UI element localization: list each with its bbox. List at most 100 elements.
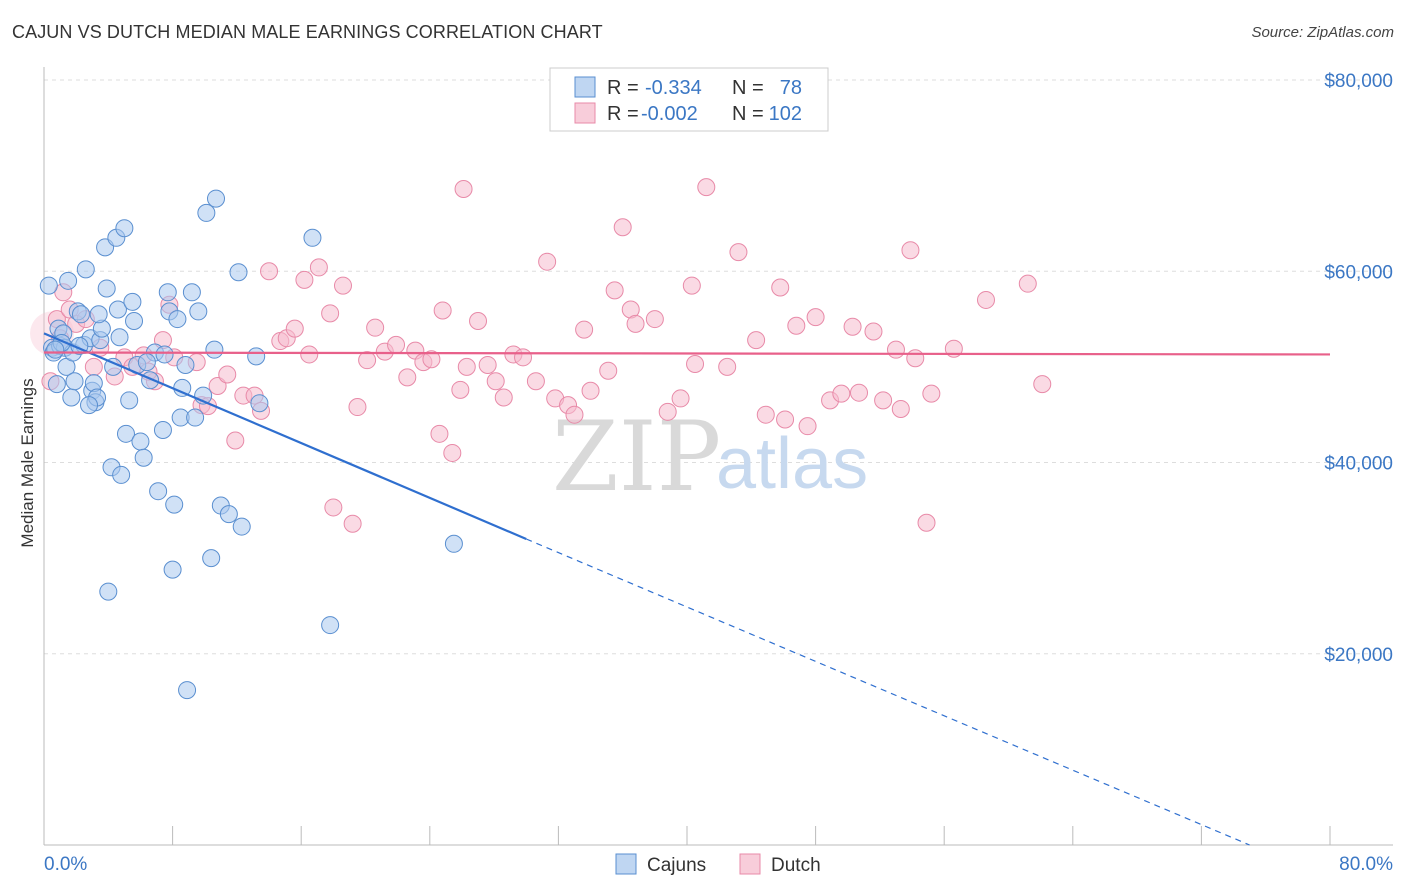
cajun-point-54	[197, 203, 216, 222]
cajun-point-41	[149, 482, 168, 501]
dutch-point-67	[626, 314, 645, 333]
dutch-point-75	[729, 243, 748, 262]
dutch-point-76	[747, 331, 766, 350]
y-axis-label: Median Male Earnings	[18, 378, 37, 547]
y-tick-label-2: $60,000	[1324, 262, 1393, 283]
watermark: ZIP atlas	[552, 401, 868, 513]
cajun-point-51	[182, 283, 201, 302]
dutch-point-55	[514, 348, 533, 367]
dutch-trendline	[43, 351, 1331, 356]
dutch-point-94	[922, 384, 941, 403]
cajun-point-32	[116, 424, 135, 443]
cajun-point-46	[165, 495, 184, 514]
source-label: Source: ZipAtlas.com	[1251, 24, 1394, 41]
dutch-point-21	[226, 431, 245, 450]
cajun-point-47	[168, 310, 187, 329]
cajun-point-45	[163, 560, 182, 579]
dutch-point-50	[469, 311, 488, 330]
cajun-point-75	[46, 340, 65, 359]
legend-r-value-dutch: -0.002	[641, 103, 698, 125]
dutch-point-52	[486, 372, 505, 391]
y-tick-label-3: $80,000	[1324, 71, 1393, 92]
y-tick-label-0: $20,000	[1324, 645, 1393, 666]
trendlines	[43, 332, 1331, 846]
cajun-point-29	[108, 300, 127, 319]
cajun-point-76	[110, 328, 129, 347]
cajun-point-69	[80, 396, 99, 415]
dutch-point-38	[366, 318, 385, 337]
dutch-point-56	[526, 372, 545, 391]
dutch-point-90	[891, 399, 910, 418]
watermark-atlas: atlas	[716, 424, 868, 504]
dutch-point-35	[343, 514, 362, 533]
dutch-point-80	[787, 316, 806, 335]
legend-swatch-dutch	[574, 102, 596, 124]
x-tick-max: 80.0%	[1339, 854, 1393, 875]
cajun-trendline-extension	[526, 538, 1250, 846]
dutch-point-78	[771, 278, 790, 297]
dutch-point-72	[682, 276, 701, 295]
dutch-point-61	[575, 320, 594, 339]
dutch-point-99	[454, 180, 473, 199]
dutch-point-49	[457, 357, 476, 376]
cajun-point-65	[321, 616, 340, 635]
legend-n-value-dutch: 102	[769, 103, 802, 125]
dutch-point-71	[686, 355, 705, 374]
bottom-legend: Cajuns Dutch	[615, 853, 821, 876]
dutch-point-96	[976, 290, 995, 309]
dutch-point-48	[451, 380, 470, 399]
legend-n-value-cajuns: 78	[780, 77, 802, 99]
cajun-point-67	[99, 582, 118, 601]
dutch-point-60	[565, 405, 584, 424]
dutch-point-87	[864, 322, 883, 341]
cajun-point-61	[232, 517, 251, 536]
y-tick-label-1: $40,000	[1324, 454, 1393, 475]
legend-box	[549, 67, 829, 132]
dutch-point-81	[798, 417, 817, 436]
dutch-point-53	[494, 388, 513, 407]
dutch-point-34	[333, 276, 352, 295]
dutch-point-70	[671, 389, 690, 408]
bottom-legend-label-cajuns: Cajuns	[647, 855, 706, 876]
cajun-point-64	[303, 228, 322, 247]
cajun-point-33	[120, 391, 139, 410]
dutch-point-77	[756, 405, 775, 424]
cajun-point-34	[123, 292, 142, 311]
cajun-point-68	[444, 534, 463, 553]
legend-n-label-cajuns: N =	[732, 77, 764, 99]
dutch-point-79	[776, 410, 795, 429]
dutch-point-46	[433, 301, 452, 320]
dutch-point-69	[658, 402, 677, 421]
x-tick-min: 0.0%	[44, 854, 87, 875]
dutch-point-37	[358, 351, 377, 370]
cajun-point-72	[89, 305, 108, 324]
dutch-point-32	[321, 304, 340, 323]
dutch-point-92	[906, 349, 925, 368]
cajun-point-57	[207, 189, 226, 208]
cajun-point-60	[229, 263, 248, 282]
cajun-point-55	[202, 549, 221, 568]
cajun-point-3	[47, 375, 66, 394]
dutch-point-44	[422, 350, 441, 369]
dutch-point-25	[260, 262, 279, 281]
legend-n-label-dutch: N =	[732, 103, 764, 125]
cajun-point-42	[153, 420, 172, 439]
cajun-point-66	[178, 681, 197, 700]
dutch-point-91	[901, 241, 920, 260]
cajun-point-0	[39, 276, 58, 295]
dutch-point-30	[300, 345, 319, 364]
dutch-point-45	[430, 424, 449, 443]
dutch-point-36	[348, 398, 367, 417]
dutch-point-6	[84, 357, 103, 376]
dutch-point-97	[1018, 274, 1037, 293]
dutch-point-84	[832, 384, 851, 403]
legend-r-label-cajuns: R =	[607, 77, 639, 99]
dutch-point-40	[387, 335, 406, 354]
dutch-point-63	[599, 361, 618, 380]
dutch-point-51	[478, 355, 497, 374]
dutch-point-65	[605, 281, 624, 300]
cajun-point-59	[219, 505, 238, 524]
dutch-point-31	[309, 258, 328, 277]
cajun-point-10	[62, 388, 81, 407]
dutch-point-93	[917, 513, 936, 532]
